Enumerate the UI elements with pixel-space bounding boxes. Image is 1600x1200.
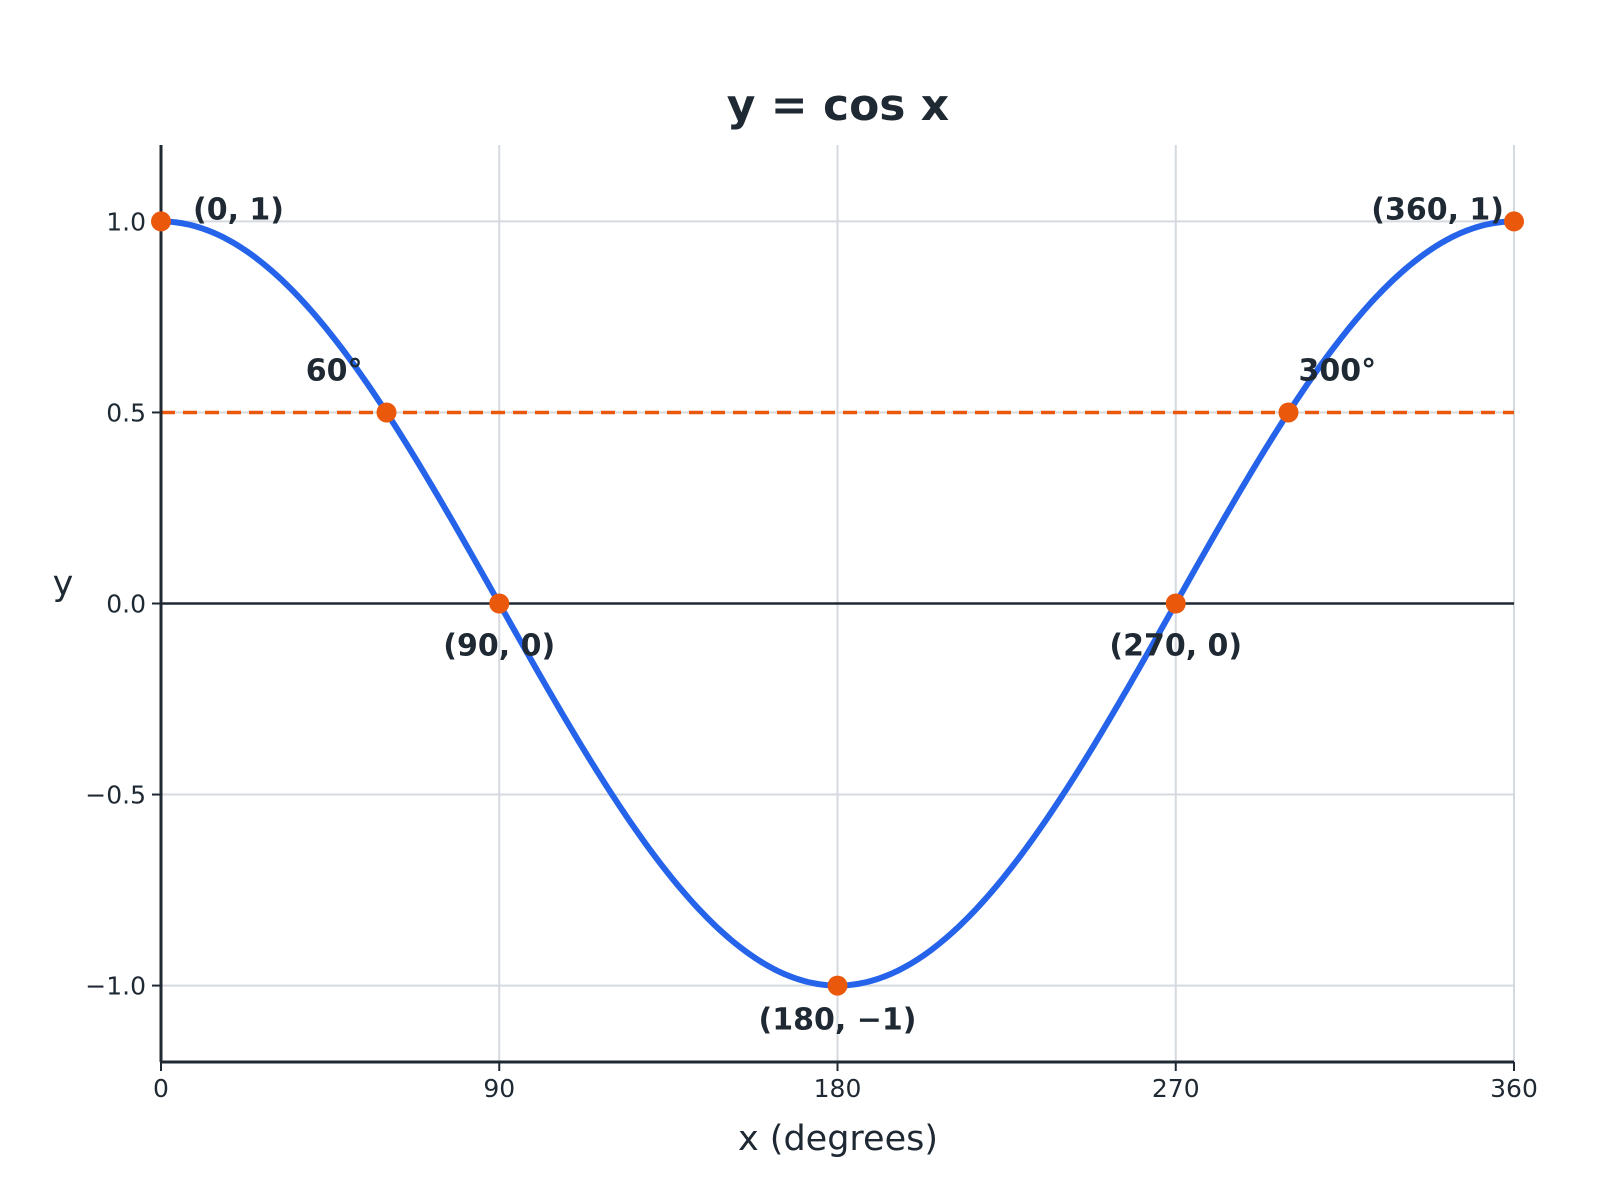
point-label: (0, 1) xyxy=(193,192,284,227)
x-tick-label: 180 xyxy=(814,1074,862,1103)
tick-labels: 0 90 180 270 360 1.0 0.5 0.0 −0.5 −1.0 xyxy=(85,207,1538,1103)
y-tick-label: 0.0 xyxy=(106,590,146,619)
data-point xyxy=(827,975,848,996)
point-label: (360, 1) xyxy=(1371,192,1504,227)
data-point xyxy=(376,402,397,423)
point-label: (90, 0) xyxy=(443,629,555,664)
data-point xyxy=(489,593,510,614)
chart-title: y = cos x xyxy=(727,80,949,131)
points-group xyxy=(151,211,1524,996)
x-tick-label: 360 xyxy=(1490,1074,1538,1103)
y-tick-label: 1.0 xyxy=(106,207,146,236)
x-tick-label: 90 xyxy=(483,1074,515,1103)
y-tick-label: −1.0 xyxy=(85,972,146,1001)
y-axis-label: y xyxy=(53,564,74,604)
x-axis-label: x (degrees) xyxy=(738,1119,938,1159)
point-labels-group: (0, 1) 60° (90, 0) (180, −1) (270, 0) 300° (36… xyxy=(193,192,1504,1037)
x-tick-label: 270 xyxy=(1152,1074,1200,1103)
point-label: (270, 0) xyxy=(1109,629,1242,664)
axes xyxy=(152,145,1515,1071)
point-label: (180, −1) xyxy=(759,1003,917,1038)
data-point xyxy=(1504,211,1524,232)
data-point xyxy=(151,211,171,232)
y-tick-label: −0.5 xyxy=(85,781,146,810)
data-point xyxy=(1278,402,1299,423)
y-tick-label: 0.5 xyxy=(106,398,146,427)
point-label: 300° xyxy=(1299,353,1377,388)
x-tick-label: 0 xyxy=(153,1074,169,1103)
point-label: 60° xyxy=(306,353,363,388)
data-point xyxy=(1165,593,1186,614)
